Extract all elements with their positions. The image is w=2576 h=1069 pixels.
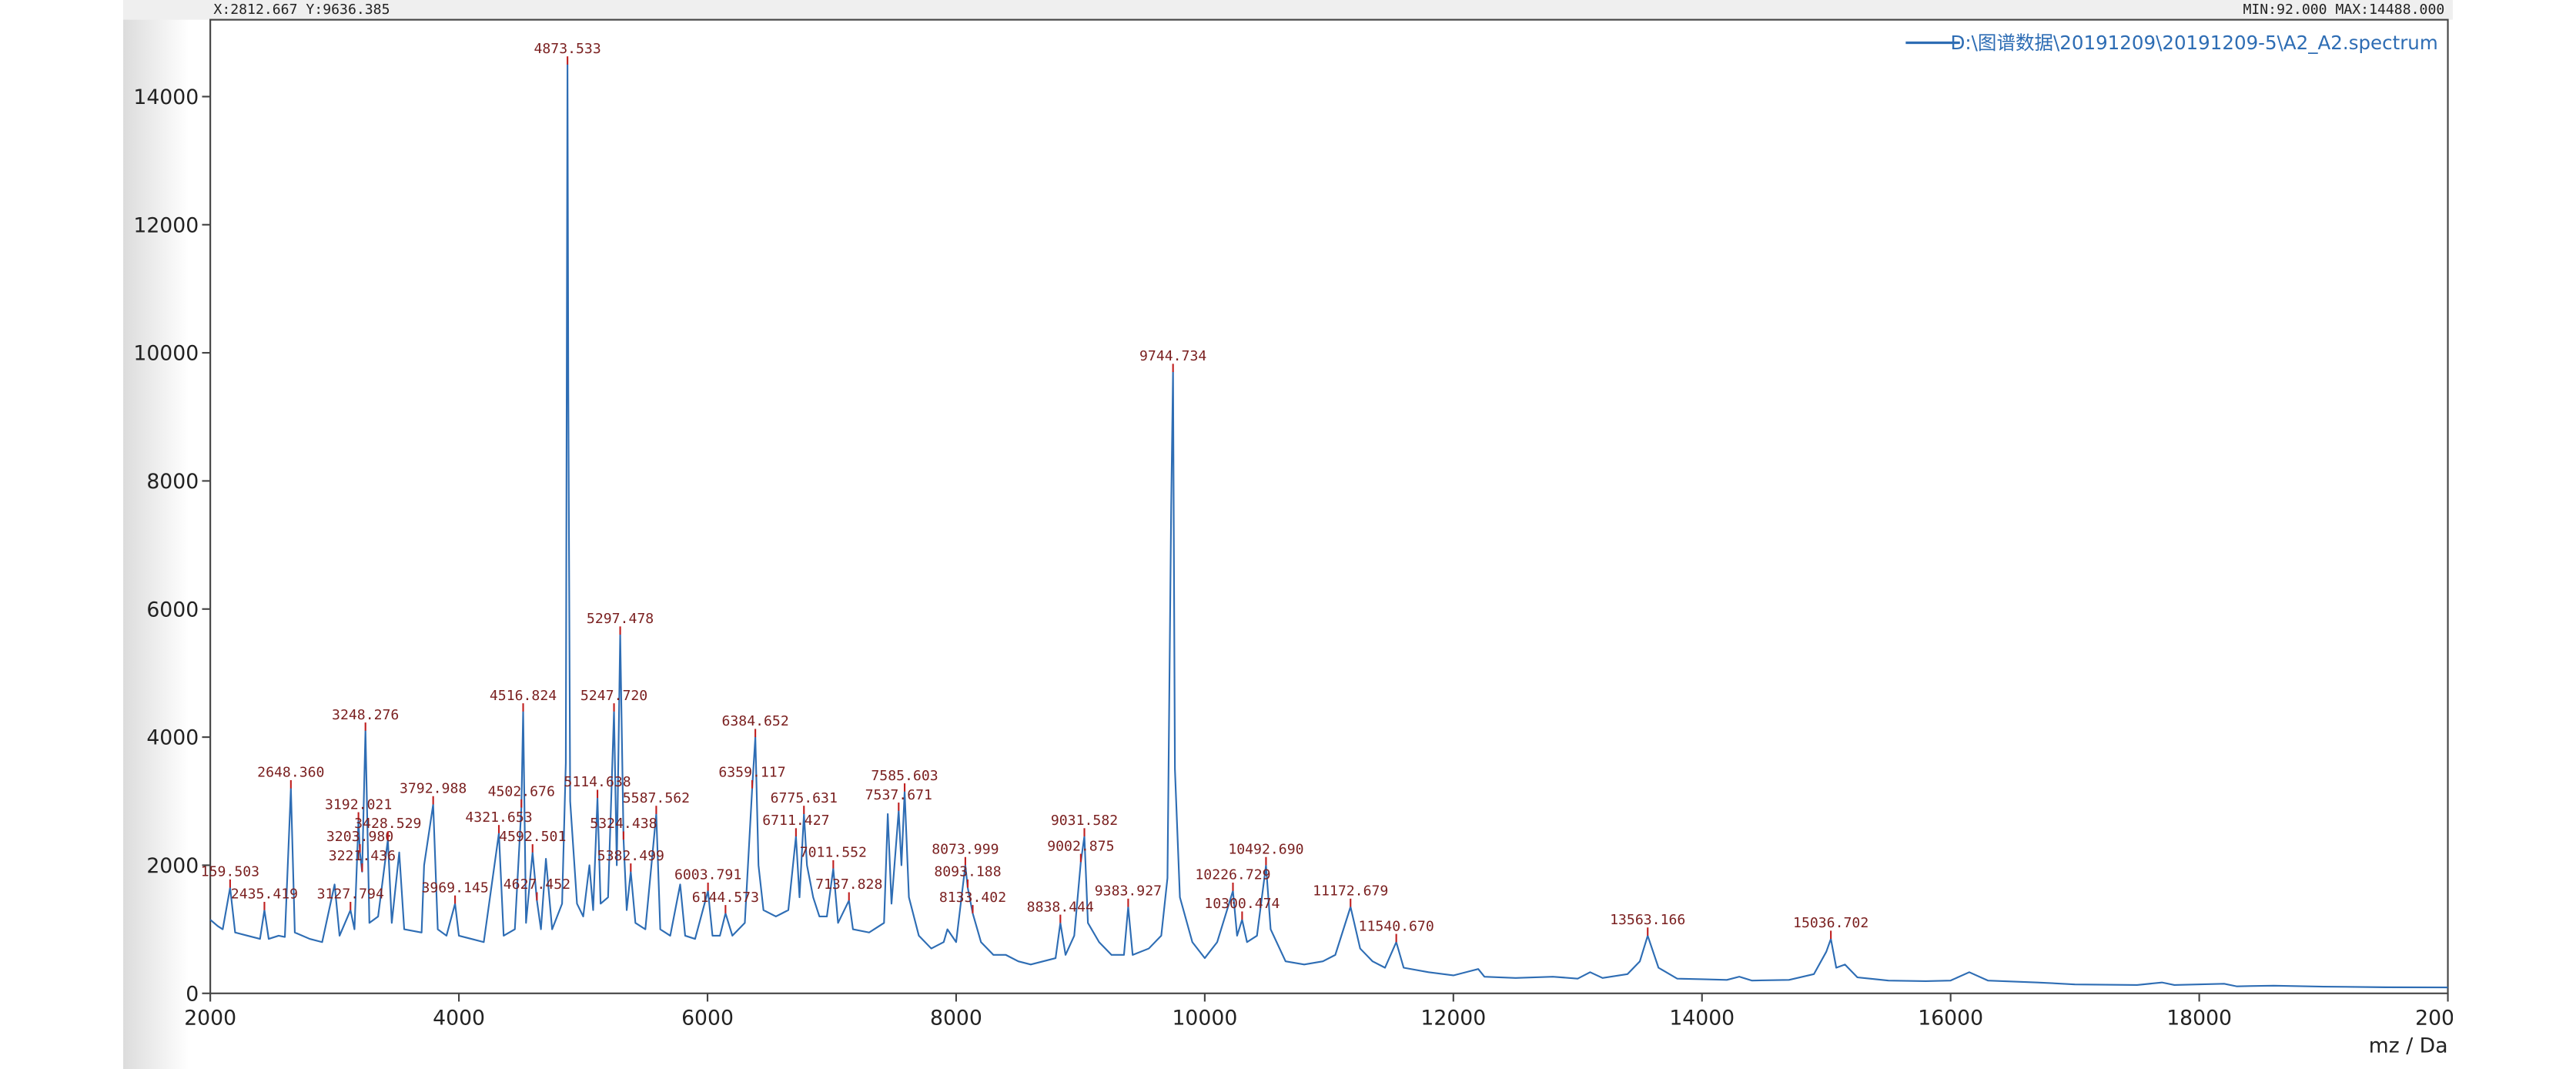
peak-label: 5324.438 xyxy=(590,816,657,832)
peak-label: 6775.631 xyxy=(771,790,838,806)
peak-label: 4627.452 xyxy=(503,876,570,893)
peak-label: 4873.533 xyxy=(534,41,601,57)
y-tick-label: 12000 xyxy=(133,213,199,237)
y-tick-label: 14000 xyxy=(133,85,199,109)
x-tick-label: 16000 xyxy=(1918,1006,1983,1030)
peak-label: 3428.529 xyxy=(354,816,421,832)
status-bar xyxy=(123,0,2453,20)
peak-label: 3127.794 xyxy=(317,886,384,903)
peak-label: 2648.360 xyxy=(257,765,324,781)
peak-label: 5587.562 xyxy=(623,790,690,806)
peak-label: 10492.690 xyxy=(1228,841,1303,857)
peak-label: 3248.276 xyxy=(332,707,399,723)
peak-label: 8073.999 xyxy=(932,841,999,857)
x-tick-label: 20000 xyxy=(2415,1006,2481,1030)
x-tick-label: 4000 xyxy=(433,1006,485,1030)
y-tick-label: 6000 xyxy=(146,598,199,622)
peak-label: 5382.499 xyxy=(597,848,664,864)
x-axis-label: mz / Da xyxy=(2369,1034,2448,1058)
plot-area xyxy=(209,18,2449,994)
peak-label: 7011.552 xyxy=(800,845,867,861)
peak-label: 11540.670 xyxy=(1359,918,1434,934)
x-tick-label: 8000 xyxy=(930,1006,982,1030)
peak-label: 3792.988 xyxy=(400,780,467,796)
x-tick-label: 18000 xyxy=(2166,1006,2232,1030)
peak-label: 7137.828 xyxy=(815,876,882,893)
y-tick-label: 2000 xyxy=(146,854,199,878)
x-tick-label: 10000 xyxy=(1172,1006,1237,1030)
peak-label: 159.503 xyxy=(201,864,259,880)
peak-label: 13563.166 xyxy=(1610,912,1685,928)
y-tick-label: 0 xyxy=(186,982,199,1006)
peak-label: 3192.021 xyxy=(325,796,392,813)
peak-label: 4321.653 xyxy=(465,809,532,826)
peak-label: 9031.582 xyxy=(1051,813,1118,829)
spectrum-line xyxy=(209,63,2448,989)
range-readout: MIN:92.000 MAX:14488.000 xyxy=(2243,2,2444,18)
peak-label: 6384.652 xyxy=(721,713,788,729)
legend-label: D:\图谱数据\20191209\20191209-5\A2_A2.spectr… xyxy=(1951,32,2438,54)
peak-label: 8133.402 xyxy=(939,890,1006,906)
peak-label: 10300.474 xyxy=(1204,896,1280,912)
peak-label: 3203.980 xyxy=(326,829,393,845)
peak-label: 6144.573 xyxy=(692,890,759,906)
peak-label: 2435.419 xyxy=(231,886,298,903)
peak-label: 8838.444 xyxy=(1027,899,1094,915)
peak-label: 9002.875 xyxy=(1047,838,1114,854)
peak-label: 8093.188 xyxy=(934,864,1001,880)
peak-label: 11172.679 xyxy=(1313,883,1388,900)
y-tick-label: 8000 xyxy=(146,470,199,494)
peak-label: 10226.729 xyxy=(1195,867,1270,883)
peak-label: 4592.501 xyxy=(499,829,566,845)
window-edge xyxy=(123,0,189,1069)
peak-label: 7537.671 xyxy=(865,787,932,803)
peak-label: 9383.927 xyxy=(1095,883,1162,900)
x-tick-label: 6000 xyxy=(681,1006,734,1030)
peak-label: 5297.478 xyxy=(587,611,654,627)
peak-label: 15036.702 xyxy=(1793,915,1868,931)
peak-label: 4516.824 xyxy=(490,688,557,704)
peak-label: 3221.436 xyxy=(329,848,396,864)
peak-label: 6003.791 xyxy=(674,867,741,883)
cursor-readout: X:2812.667 Y:9636.385 xyxy=(213,2,390,18)
peak-label: 5114.638 xyxy=(564,774,631,790)
y-tick-label: 4000 xyxy=(146,726,199,750)
peak-label: 7585.603 xyxy=(871,768,938,784)
peak-label: 4502.676 xyxy=(488,784,555,800)
x-tick-label: 12000 xyxy=(1420,1006,1486,1030)
peak-label: 9744.734 xyxy=(1139,348,1206,364)
y-tick-label: 10000 xyxy=(133,342,199,366)
peak-label: 6359.117 xyxy=(718,765,785,781)
peak-label: 5247.720 xyxy=(580,688,647,704)
x-tick-label: 14000 xyxy=(1669,1006,1735,1030)
peak-label: 6711.427 xyxy=(762,813,829,829)
x-tick-label: 2000 xyxy=(184,1006,236,1030)
peak-label: 3969.145 xyxy=(421,880,488,896)
